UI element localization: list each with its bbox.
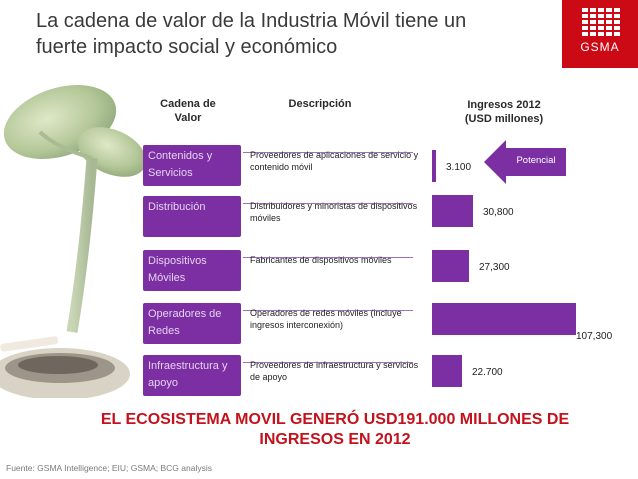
description-infraestructura: Proveedores de infraestructura y servici… — [250, 360, 419, 382]
description-distribucion: Distribuidores y minoristas de dispositi… — [250, 201, 418, 223]
banner-line-1: EL ECOSISTEMA MOVIL GENERÓ USD191.000 MI… — [100, 411, 570, 428]
row-divider — [243, 203, 413, 204]
slide-title: La cadena de valor de la Industria Móvil… — [36, 8, 556, 60]
revenue-bar — [432, 303, 576, 335]
revenue-value-label: 107,300 — [576, 331, 613, 342]
chain-box-operadores: Operadores de Redes — [143, 303, 241, 344]
header-revenue: Ingresos 2012 (USD millones) — [450, 98, 558, 126]
header-chain: Cadena de Valor — [160, 98, 216, 124]
header-revenue-line-2: (USD millones) — [464, 113, 544, 125]
row-divider — [243, 152, 413, 153]
gsma-logo-text: GSMA — [580, 40, 620, 54]
chain-box-distribucion: Distribución — [143, 196, 241, 237]
revenue-value-label: 30,800 — [483, 207, 514, 218]
chain-box-dispositivos: Dispositivos Móviles — [143, 250, 241, 291]
gsma-grid-icon — [582, 8, 620, 36]
summary-banner: EL ECOSISTEMA MOVIL GENERÓ USD191.000 MI… — [40, 410, 630, 450]
potencial-label: Potencial — [516, 155, 556, 166]
gsma-logo: GSMA — [562, 0, 638, 68]
revenue-bar — [432, 150, 436, 182]
chain-box-infraestructura: Infraestructura y apoyo — [143, 355, 241, 396]
source-note: Fuente: GSMA Intelligence; EIU; GSMA; BC… — [6, 463, 212, 473]
chain-box-contenidos: Contenidos y Servicios — [143, 145, 241, 186]
revenue-bar — [432, 195, 473, 227]
revenue-value-label: 22.700 — [472, 367, 503, 378]
footer-area — [0, 398, 638, 479]
revenue-bar — [432, 250, 469, 282]
seedling-image — [0, 85, 147, 400]
revenue-value-label: 3.100 — [446, 162, 471, 173]
row-divider — [243, 362, 413, 363]
description-operadores: Operadores de redes móviles (incluye ing… — [250, 308, 402, 330]
revenue-value-label: 27,300 — [479, 262, 510, 273]
row-divider — [243, 257, 413, 258]
title-line-2: fuerte impacto social y económico — [36, 36, 338, 58]
revenue-bars-svg: 3.100 30,800 27,300 107,300 22.700 — [432, 150, 613, 387]
title-line-1: La cadena de valor de la Industria Móvil… — [36, 10, 467, 32]
revenue-bar-chart: 3.100 30,800 27,300 107,300 22.700 — [426, 140, 626, 400]
potencial-arrow-icon — [484, 140, 566, 184]
row-divider — [243, 310, 413, 311]
revenue-bar — [432, 355, 462, 387]
description-dispositivos: Fabricantes de dispositivos móviles — [250, 255, 392, 265]
header-revenue-line-1: Ingresos 2012 — [467, 99, 541, 111]
banner-line-2: INGRESOS EN 2012 — [259, 431, 411, 448]
description-contenidos: Proveedores de aplicaciones de servicio … — [250, 150, 419, 172]
header-description: Descripción — [288, 98, 352, 110]
